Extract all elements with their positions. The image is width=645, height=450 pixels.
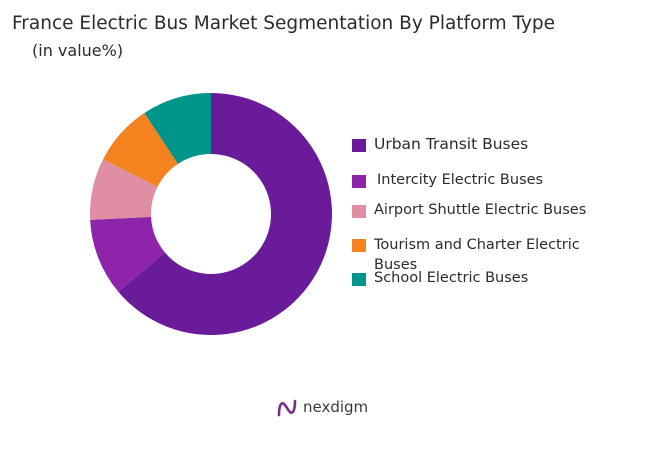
legend-label-text: Tourism and Charter Electric Buses [374, 237, 580, 273]
legend-swatch [352, 239, 366, 252]
slice-school [144, 93, 211, 164]
legend-label: Intercity Electric Buses [377, 172, 544, 188]
legend-label: Tourism and Charter Electric Buses [374, 235, 599, 275]
slice-airport-shuttle [90, 159, 158, 220]
slice-tourism-charter [103, 112, 178, 187]
legend-swatch [352, 139, 366, 152]
legend-label: Urban Transit Buses [374, 135, 529, 153]
legend-label: School Electric Buses [374, 270, 529, 286]
slice-intercity [90, 216, 165, 292]
chart-title-block: France Electric Bus Market Segmentation … [12, 12, 555, 61]
legend-label: Airport Shuttle Electric Buses [374, 202, 587, 218]
legend-swatch [352, 273, 366, 286]
brand-name: nexdigm [303, 398, 369, 416]
legend-swatch [352, 175, 366, 188]
chart-subtitle: (in value%) [32, 41, 124, 60]
chart-title: France Electric Bus Market Segmentation … [12, 13, 556, 34]
legend-swatch [352, 205, 366, 218]
chart-legend: Urban Transit Buses Intercity Electric B… [352, 0, 642, 300]
donut-slices [90, 93, 333, 336]
nexdigm-logo-icon [277, 399, 297, 417]
slice-urban-transit [118, 93, 333, 336]
